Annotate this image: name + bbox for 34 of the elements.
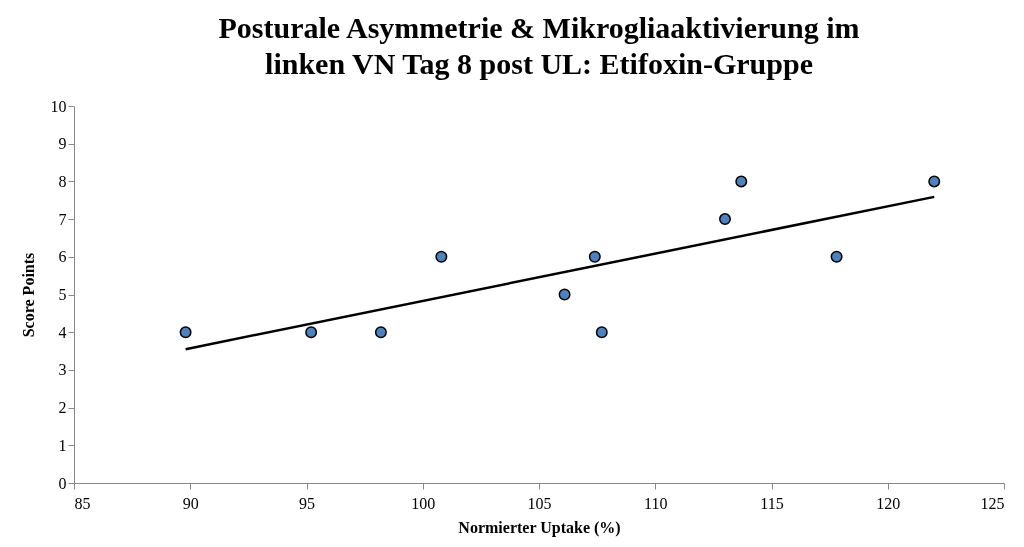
chart-title: Posturale Asymmetrie & Mikrogliaaktivierung im linken VN Tag 8 post UL: Etifoxin-Gruppe (218, 11, 860, 80)
x-tick-label: 110 (644, 494, 668, 512)
point (595, 326, 608, 339)
y-tick-label: 7 (58, 210, 67, 228)
point (374, 326, 387, 339)
point (179, 326, 192, 339)
y-tick-label: 10 (50, 97, 67, 115)
y-tick-label: 1 (58, 436, 67, 454)
point (735, 175, 748, 188)
x-tick-label: 85 (74, 494, 91, 512)
x-tick-label: 100 (411, 494, 436, 512)
x-tick-label: 115 (760, 494, 784, 512)
point (558, 288, 571, 301)
point (305, 326, 318, 339)
point (588, 250, 601, 263)
point (719, 213, 731, 226)
y-tick-label: 9 (58, 135, 67, 153)
point (928, 175, 941, 188)
y-tick-label: 0 (58, 474, 67, 492)
point (435, 250, 448, 263)
x-tick-label: 125 (980, 494, 1005, 512)
y-tick-label: 5 (58, 286, 67, 303)
y-tick-label: 4 (58, 323, 67, 341)
y-tick-label: 3 (58, 361, 67, 379)
x-tick-label: 90 (182, 494, 199, 512)
x-tick-label: 95 (299, 494, 315, 512)
y-tick-label: 2 (58, 399, 67, 417)
x-tick-label: 120 (876, 494, 901, 512)
y-tick-label: 6 (58, 248, 67, 266)
x-tick-label: 105 (527, 494, 552, 512)
y-axis-title: Score Points (19, 252, 37, 338)
point (830, 250, 843, 263)
y-tick-label: 8 (58, 172, 67, 190)
x-axis-title: Normierter Uptake (%) (458, 518, 621, 537)
